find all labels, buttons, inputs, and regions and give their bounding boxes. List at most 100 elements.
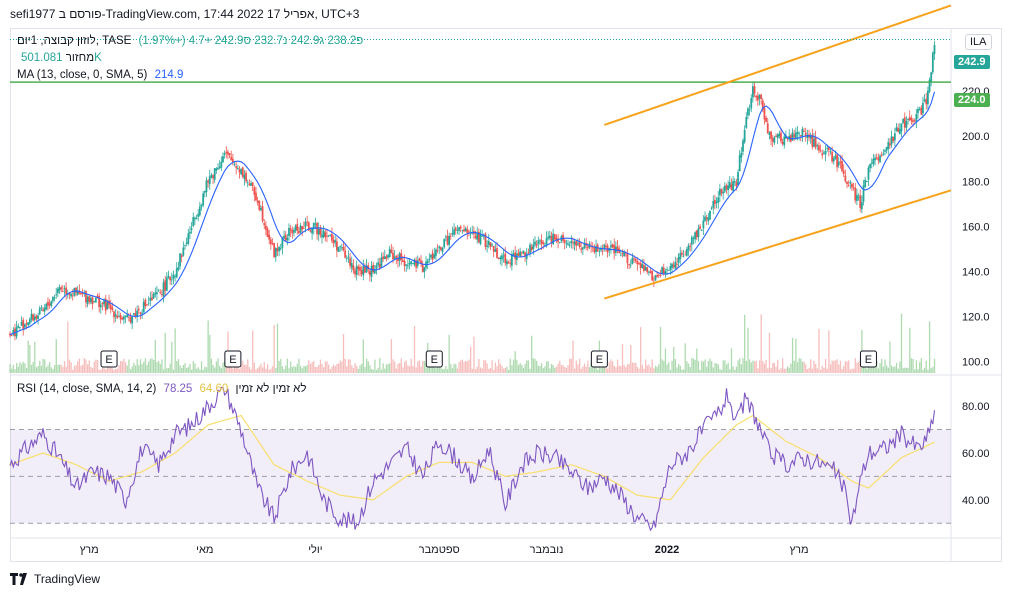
volume-bar xyxy=(67,321,69,373)
volume-bar xyxy=(701,360,703,373)
candle-body xyxy=(289,228,292,231)
candle-body xyxy=(365,265,368,273)
volume-bar xyxy=(337,363,340,373)
time-axis-label: מרץ xyxy=(80,544,99,556)
volume-bar xyxy=(856,362,858,373)
volume-bar xyxy=(121,361,123,373)
volume-bar xyxy=(265,368,267,373)
volume-bar xyxy=(316,366,318,373)
candle-body xyxy=(261,206,264,221)
candle-body xyxy=(61,291,64,292)
volume-bar xyxy=(748,359,751,373)
volume-bar xyxy=(362,339,364,373)
candle-body xyxy=(874,157,876,161)
volume-bar xyxy=(189,363,191,373)
candle-body xyxy=(669,266,672,271)
candle-body xyxy=(603,244,606,250)
volume-bar xyxy=(29,344,31,373)
candle-body xyxy=(185,242,188,244)
volume-bar xyxy=(778,369,781,373)
footer-brand[interactable]: TradingView xyxy=(10,572,100,586)
candle-body xyxy=(47,301,49,306)
volume-bar xyxy=(567,365,569,373)
candle-body xyxy=(446,235,449,245)
volume-bar xyxy=(910,358,913,373)
price-axis-tick: 100.0 xyxy=(962,357,990,369)
candle-body xyxy=(469,233,472,235)
candle-body xyxy=(28,319,31,324)
candle-body xyxy=(682,256,685,258)
volume-bar xyxy=(72,369,74,373)
candle-body xyxy=(535,243,538,246)
candle-body xyxy=(433,254,436,259)
volume-bar xyxy=(651,359,653,373)
candle-body xyxy=(890,136,893,145)
volume-bar xyxy=(590,361,592,373)
candle-body xyxy=(758,94,761,99)
candle-body xyxy=(730,184,733,190)
volume-bar xyxy=(270,368,272,373)
volume-bar xyxy=(526,360,528,373)
earnings-marker xyxy=(425,350,443,368)
volume-bar xyxy=(474,369,477,373)
candle-body xyxy=(326,235,328,237)
volume-bar xyxy=(103,368,105,373)
candle-body xyxy=(715,201,718,203)
volume-bar xyxy=(810,359,812,373)
candle-body xyxy=(395,255,398,258)
volume-bar xyxy=(768,332,771,373)
candle-body xyxy=(818,145,820,151)
candle-body xyxy=(750,98,753,109)
volume-bar xyxy=(210,358,213,373)
volume-bar xyxy=(503,368,505,373)
volume-bar xyxy=(250,369,252,373)
candle-body xyxy=(304,221,307,227)
volume-bar xyxy=(430,365,432,373)
legend-rsi-ma-value: 64.60 xyxy=(199,383,229,395)
volume-bar xyxy=(375,369,378,373)
candle-body xyxy=(573,241,576,245)
candle-body xyxy=(426,260,429,263)
candle-body xyxy=(218,166,221,169)
volume-bar xyxy=(621,343,624,373)
candle-body xyxy=(385,256,388,259)
legend-symbol[interactable]: לוזון קבוצה, 1יום, TASE xyxy=(17,35,132,47)
volume-bar xyxy=(412,366,414,373)
volume-bar xyxy=(172,369,175,373)
candle-body xyxy=(580,248,583,250)
volume-bar xyxy=(577,364,579,373)
volume-bar xyxy=(673,346,675,373)
rsi-axis-tick: 40.00 xyxy=(962,495,990,507)
volume-bar xyxy=(263,362,265,373)
candle-body xyxy=(862,185,865,202)
legend-ma[interactable]: MA (13, close, 0, SMA, 5) xyxy=(17,69,148,81)
candle-body xyxy=(279,247,282,249)
candle-body xyxy=(872,158,875,164)
volume-bar xyxy=(656,366,658,373)
legend-rsi[interactable]: RSI (14, close, SMA, 14, 2) xyxy=(17,383,157,395)
candle-body xyxy=(428,258,431,261)
currency-badge[interactable]: ILA xyxy=(965,34,992,50)
volume-bar xyxy=(798,358,800,373)
volume-bar xyxy=(385,364,388,373)
candle-body xyxy=(170,279,173,281)
volume-bar xyxy=(724,360,726,373)
volume-bar xyxy=(615,367,617,373)
volume-bar xyxy=(466,361,468,373)
volume-bar xyxy=(527,360,530,373)
candle-body xyxy=(821,153,824,156)
volume-bar xyxy=(895,362,898,373)
volume-bar xyxy=(791,337,794,373)
candle-body xyxy=(212,175,214,179)
volume-bar xyxy=(138,364,140,373)
volume-bar xyxy=(288,368,290,373)
chart-frame xyxy=(10,28,1002,562)
volume-bar xyxy=(148,361,150,373)
volume-bar xyxy=(162,369,165,373)
candle-body xyxy=(448,235,451,245)
volume-bar xyxy=(506,366,508,373)
candle-body xyxy=(903,117,906,128)
candle-body xyxy=(913,120,916,122)
volume-bar xyxy=(293,366,295,373)
